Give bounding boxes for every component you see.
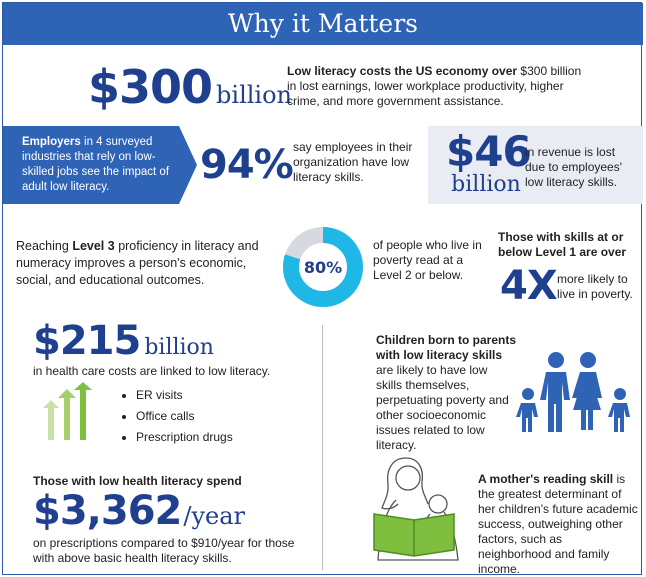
employers-bold: Employers — [22, 136, 81, 148]
stat-46-unit: billion — [451, 172, 521, 197]
stat-80-donut: 80% — [283, 227, 363, 307]
mother-rest: is the greatest determinant of her child… — [478, 472, 638, 576]
stat-215-figure: $215 billion — [33, 318, 214, 364]
employers-arrow-tip — [179, 126, 197, 204]
list-item: ER visits — [136, 388, 316, 402]
stat-300-amount: $300 — [88, 60, 213, 114]
stat-94-text: say employees in their organization have… — [293, 140, 413, 184]
rising-arrows-icon — [43, 382, 92, 440]
header-bar: Why it Matters — [3, 3, 643, 45]
stat-4x-text: more likely to live in poverty. — [557, 272, 633, 301]
stat-215-unit: billion — [144, 335, 214, 360]
stat-300-bold: Low literacy costs the US economy over — [287, 64, 518, 78]
family-icon — [516, 352, 630, 432]
stat-94-value: 94% — [200, 142, 294, 188]
employers-rest: in 4 surveyed industries that rely on lo… — [22, 136, 170, 193]
column-divider — [322, 325, 323, 570]
children-text: Children born to parents with low litera… — [376, 333, 516, 453]
mother-bold: A mother's reading skill — [478, 472, 614, 486]
children-rest: are likely to have low skills themselves… — [376, 363, 509, 452]
stat-80-value: 80% — [304, 258, 342, 277]
list-item: Prescription drugs — [136, 430, 316, 444]
stat-46-panel — [428, 126, 643, 204]
children-bold: Children born to parents with low litera… — [376, 333, 517, 362]
employers-text: Employers in 4 surveyed industries that … — [22, 135, 172, 195]
stat-46-figure: $46 billion — [446, 127, 532, 197]
stat-80-text: of people who live in poverty read at a … — [373, 238, 482, 282]
stat-3362-heading: Those with low health literacy spend — [33, 474, 242, 488]
stat-215-amount: $215 — [33, 318, 141, 364]
level3-bold: Level 3 — [72, 239, 115, 253]
donut-arc — [283, 227, 363, 307]
stat-3362-amount: $3,362 — [33, 488, 182, 534]
level3-text: Reaching Level 3 proficiency in literacy… — [16, 238, 261, 289]
stat-4x-heading: Those with skills at or below Level 1 ar… — [498, 230, 627, 259]
level3-pre: Reaching — [16, 239, 69, 253]
stat-46-text: in revenue is lost due to employees' low… — [525, 145, 623, 189]
health-cost-list: ER visits Office calls Prescription drug… — [120, 388, 316, 451]
page-title: Why it Matters — [227, 9, 419, 38]
stat-300-unit: billion — [216, 81, 293, 109]
mother-reading-icon — [373, 457, 459, 561]
stat-300-text: Low literacy costs the US economy over $… — [287, 64, 587, 109]
level3-rest: proficiency in literacy and numeracy imp… — [16, 239, 259, 287]
stat-300-figure: $300 billion — [88, 60, 292, 114]
stat-3362-figure: $3,362/year — [33, 488, 245, 534]
stat-215-text: in health care costs are linked to low l… — [33, 364, 271, 378]
stat-46-amount: $46 — [446, 127, 532, 176]
stat-3362-unit: /year — [183, 502, 245, 530]
list-item: Office calls — [136, 409, 316, 423]
stat-300-rest: $300 billion in lost earnings, lower wor… — [287, 64, 582, 108]
mother-text: A mother's reading skill is the greatest… — [478, 472, 638, 577]
stat-4x-value: 4X — [500, 263, 558, 309]
employers-callout — [3, 126, 179, 204]
stat-3362-text: on prescriptions compared to $910/year f… — [33, 536, 295, 565]
